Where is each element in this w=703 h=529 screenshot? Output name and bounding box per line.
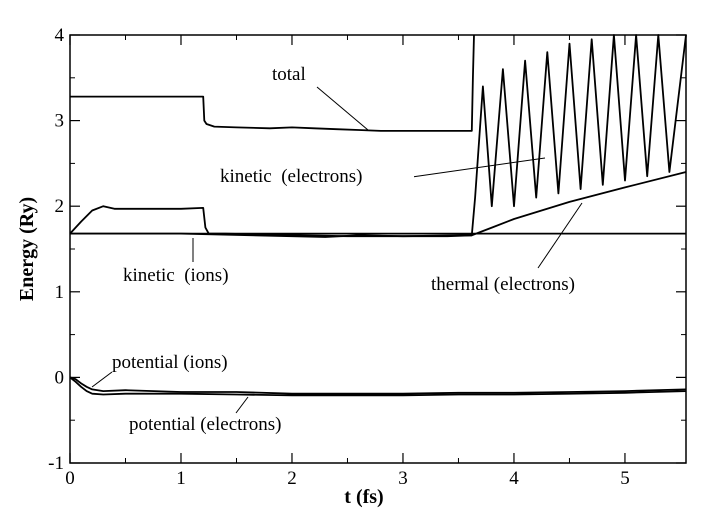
leader-thermal-electrons bbox=[537, 202, 583, 269]
annotation-thermal-electrons: thermal (electrons) bbox=[431, 274, 575, 295]
leader-kinetic-electrons bbox=[411, 157, 546, 178]
leader-potential-electrons bbox=[235, 396, 249, 414]
annotation-total: total bbox=[272, 64, 306, 85]
y-axis-label: Energy (Ry) bbox=[16, 197, 38, 301]
leader-total bbox=[316, 86, 369, 131]
series-layer bbox=[69, 34, 687, 397]
annotations: total kinetic (electrons) kinetic (ions)… bbox=[112, 60, 575, 435]
y-tick-label: 3 bbox=[55, 111, 65, 132]
series-line-total bbox=[70, 34, 475, 132]
x-tick-label: 3 bbox=[398, 468, 408, 489]
x-tick-label: 0 bbox=[65, 468, 75, 489]
y-tick-label: 0 bbox=[55, 367, 65, 388]
annotation-leaders bbox=[91, 86, 583, 414]
annotation-kinetic-ions: kinetic (ions) bbox=[123, 265, 229, 286]
annotation-potential-ions: potential (ions) bbox=[112, 352, 228, 373]
y-tick-label: 2 bbox=[55, 196, 65, 217]
x-tick-label: 1 bbox=[176, 468, 186, 489]
series-line-thermal-electrons bbox=[70, 171, 687, 238]
leader-potential-ions bbox=[91, 371, 113, 388]
y-tick-label: 4 bbox=[55, 25, 65, 46]
x-tick-label: 5 bbox=[620, 468, 630, 489]
series-line-kinetic-electrons bbox=[69, 34, 687, 238]
series-line-potential-ions bbox=[69, 376, 687, 395]
y-tick-label: -1 bbox=[48, 453, 64, 474]
x-tick-label: 2 bbox=[287, 468, 297, 489]
x-axis-label: t (fs) bbox=[344, 486, 383, 508]
annotation-kinetic-electrons: kinetic (electrons) bbox=[220, 166, 362, 187]
x-tick-label: 4 bbox=[509, 468, 519, 489]
series-line-potential-electrons bbox=[69, 376, 687, 397]
plot-frame bbox=[69, 34, 687, 464]
y-tick-label: 1 bbox=[55, 282, 65, 303]
annotation-potential-electrons: potential (electrons) bbox=[129, 414, 281, 435]
